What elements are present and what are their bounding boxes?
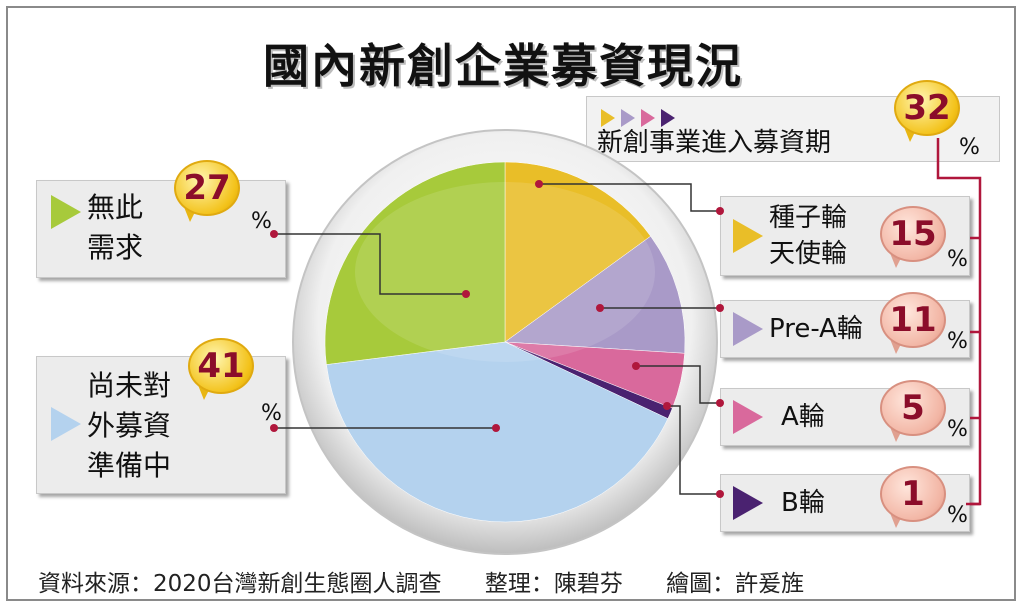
value-bubble-not-yet: 41 [188,338,254,400]
footer: 資料來源：2020台灣新創生態圈人調查 整理：陳碧芬 繪圖：許爰旌 [38,564,988,598]
bubble-circle [894,80,960,136]
value-seed: 15 [889,214,937,254]
leader-dot [716,399,724,407]
label-box-not-yet: 尚未對 外募資 準備中 % [36,356,286,494]
pie-chart [270,129,982,555]
triangle-marker-icon [733,219,763,253]
value-group: 32 [903,88,951,128]
triangle-marker-icon [733,486,763,520]
leader-b [667,405,720,495]
footer-source: 資料來源：2020台灣新創生態圈人調查 [38,571,442,597]
chart-frame: 國內新創企業募資現況 無此 需求 % 27 尚未對 外募資 準備中 % 41 新… [6,6,1016,601]
label-seed-line2: 天使輪 [769,239,848,269]
leader-a [636,365,720,404]
value-bubble-b: 1 [880,466,946,528]
label-seed-unit: % [947,247,968,272]
leader-dot [270,424,278,432]
leader-dot [716,304,724,312]
bubble-circle [880,292,946,348]
label-box-no-need: 無此 需求 % [36,180,286,278]
label-a: A輪 [781,402,825,432]
leader-dot [596,304,604,312]
leader-dot [716,207,724,215]
label-a-unit: % [947,417,968,442]
value-bubble-seed: 15 [880,206,946,268]
value-no-need: 27 [183,168,231,208]
value-bubble-prea: 11 [880,292,946,354]
group-label: 新創事業進入募資期 [597,128,832,158]
triangle-marker-icon [51,407,81,441]
label-no-need-line2: 需求 [87,231,144,264]
leader-seed [539,183,720,212]
value-bubble-no-need: 27 [174,160,240,222]
value-prea: 11 [889,300,937,340]
slice-not-yet [326,341,669,523]
label-no-need-unit: % [251,209,272,234]
label-b: B輪 [781,488,825,518]
leader-dot [535,180,543,188]
label-not-yet-unit: % [261,401,282,426]
leader-no-need [274,233,466,295]
leader-dot [663,402,671,410]
bubble-circle [880,466,946,522]
leader-dot [716,490,724,498]
group-unit: % [959,135,980,160]
value-not-yet: 41 [197,346,245,386]
label-not-yet-line1: 尚未對 [87,369,172,402]
triangle-marker-icon [733,312,763,346]
value-bubble-group: 32 [894,80,960,142]
leader-lines [270,138,982,506]
value-bubble-a: 5 [880,380,946,442]
label-prea-unit: % [947,329,968,354]
leader-dot [632,362,640,370]
pie-highlight [355,182,655,362]
bubble-circle [188,338,254,394]
leader-dot [462,290,470,298]
label-not-yet-line2: 外募資 [87,409,172,442]
slice-prea [504,235,686,354]
leader-dot [270,230,278,238]
pie-slices [324,161,686,523]
leader-dot [492,424,500,432]
slice-no-need [324,161,506,365]
chart-title: 國內新創企業募資現況 [263,39,743,93]
triangle-marker-icon [733,400,763,434]
group-triangles-icon [601,109,675,127]
label-b-unit: % [947,503,968,528]
label-no-need-line1: 無此 [87,191,144,224]
value-a: 5 [901,388,925,428]
footer-artist: 繪圖：許爰旌 [666,571,805,597]
footer-editor: 整理：陳碧芬 [484,571,623,597]
slice-seed [504,161,651,343]
label-not-yet-line3: 準備中 [87,449,172,482]
group-bracket [936,138,982,506]
bubble-circle [880,206,946,262]
value-b: 1 [901,474,925,514]
bubble-circle [174,160,240,216]
label-seed-line1: 種子輪 [769,203,848,233]
bubble-circle [880,380,946,436]
triangle-marker-icon [51,195,81,229]
label-prea: Pre-A輪 [769,314,863,344]
